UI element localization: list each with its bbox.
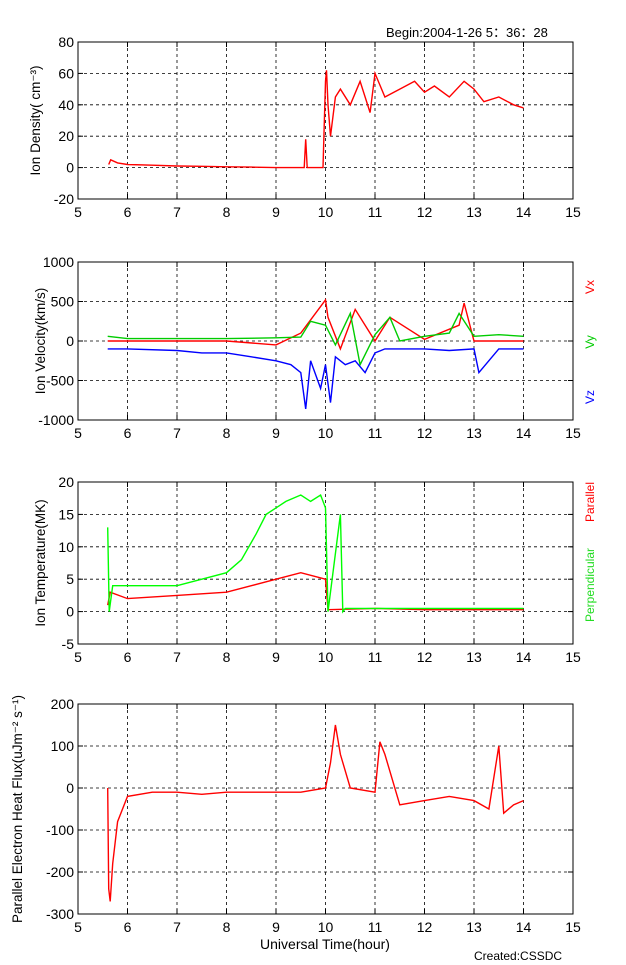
x-tick-label: 9: [272, 919, 280, 935]
x-tick-label: 14: [516, 425, 532, 441]
y-tick-label: -200: [46, 864, 74, 880]
x-tick-label: 10: [318, 919, 334, 935]
legend-vx: Vx: [583, 280, 597, 294]
x-tick-label: 13: [466, 649, 482, 665]
x-tick-label: 9: [272, 649, 280, 665]
y-tick-label: 0: [66, 160, 74, 176]
series-line-vx: [107, 298, 524, 351]
y-tick-label: -5: [62, 636, 75, 652]
panel-4: 5 6 7 8 9 10 11 12 13 14 15 -300 -200 -100 0 100 200 Para…: [10, 695, 581, 935]
x-tick-label: 12: [417, 425, 433, 441]
y-tick-label: 100: [51, 738, 75, 754]
y-axis-label: Ion Density( cm⁻³): [28, 66, 43, 176]
x-tick-label: 8: [223, 425, 231, 441]
x-tick-label: 10: [318, 425, 334, 441]
x-tick-label: 7: [173, 919, 181, 935]
x-tick-label: 15: [565, 649, 581, 665]
x-tick-label: 14: [516, 919, 532, 935]
x-tick-label: 5: [74, 649, 82, 665]
series-line-1: [107, 724, 524, 902]
series-line-perpendicular: [107, 493, 524, 614]
y-tick-label: 20: [58, 474, 74, 490]
y-tick-label: 80: [58, 34, 74, 50]
legend-perpendicular: Perpendicular: [583, 548, 597, 622]
series-line-parallel: [107, 571, 524, 611]
x-tick-label: 13: [466, 919, 482, 935]
x-tick-label: 8: [223, 649, 231, 665]
y-tick-label: 500: [51, 294, 75, 310]
panel-3: 5 6 7 8 9 10 11 12 13 14 15 -5 0 5 10 15 20 Ion Temperatu…: [33, 474, 597, 665]
y-tick-label: 15: [58, 506, 74, 522]
x-tick-label: 12: [417, 649, 433, 665]
x-tick-label: 15: [565, 919, 581, 935]
y-axis-label: Parallel Electron Heat Flux(uJm⁻² s⁻¹): [10, 695, 25, 923]
x-tick-label: 7: [173, 204, 181, 220]
x-tick-label: 6: [124, 425, 132, 441]
x-tick-label: 12: [417, 919, 433, 935]
y-tick-label: 40: [58, 97, 74, 113]
y-axis-label: Ion Temperature(MK): [33, 499, 48, 626]
panel-2: 5 6 7 8 9 10 11 12 13 14 15 -1000 -500 0 500 1000 Ion Ve…: [33, 254, 597, 441]
x-tick-label: 6: [124, 919, 132, 935]
series-line-vz: [107, 348, 524, 409]
x-axis-label: Universal Time(hour): [260, 936, 390, 952]
y-tick-label: 10: [58, 539, 74, 555]
x-tick-label: 10: [318, 204, 334, 220]
legend-parallel: Parallel: [583, 482, 597, 522]
y-axis-label: Ion Velocity(km/s): [33, 288, 48, 395]
x-tick-label: 11: [368, 919, 383, 935]
y-tick-label: -1000: [38, 412, 74, 428]
x-tick-label: 14: [516, 649, 532, 665]
x-tick-label: 13: [466, 204, 482, 220]
x-tick-label: 6: [124, 649, 132, 665]
x-tick-label: 15: [565, 204, 581, 220]
y-tick-label: 0: [66, 333, 74, 349]
y-tick-label: 0: [66, 780, 74, 796]
x-tick-label: 5: [74, 425, 82, 441]
x-tick-label: 5: [74, 919, 82, 935]
y-tick-label: 0: [66, 604, 74, 620]
x-tick-label: 8: [223, 919, 231, 935]
y-tick-label: -500: [46, 373, 74, 389]
x-tick-label: 6: [124, 204, 132, 220]
x-tick-label: 8: [223, 204, 231, 220]
series-line-1: [108, 70, 524, 169]
created-label: Created:CSSDC: [474, 949, 563, 963]
x-tick-label: 7: [173, 649, 181, 665]
y-tick-label: 200: [51, 696, 75, 712]
y-tick-label: 1000: [43, 254, 74, 270]
x-tick-label: 12: [417, 204, 433, 220]
x-tick-label: 9: [272, 425, 280, 441]
y-tick-label: 20: [58, 128, 74, 144]
y-tick-label: 5: [66, 571, 74, 587]
begin-label: Begin:2004-1-26 5：36：28: [386, 25, 548, 40]
panel-1: 5 6 7 8 9 10 11 12 13 14 15 -20 0 20 40 60 80 Ion Density…: [28, 34, 581, 220]
series-line-vy: [107, 311, 524, 367]
x-tick-label: 11: [368, 649, 383, 665]
x-tick-label: 14: [516, 204, 532, 220]
x-tick-label: 7: [173, 425, 181, 441]
legend-vz: Vz: [583, 390, 597, 404]
x-tick-label: 10: [318, 649, 334, 665]
legend-vy: Vy: [583, 335, 597, 349]
y-tick-label: -100: [46, 822, 74, 838]
x-tick-label: 5: [74, 204, 82, 220]
x-tick-label: 11: [368, 425, 383, 441]
y-tick-label: -300: [46, 906, 74, 922]
x-tick-label: 11: [368, 204, 383, 220]
y-tick-label: -20: [54, 191, 74, 207]
x-tick-label: 15: [565, 425, 581, 441]
x-tick-label: 9: [272, 204, 280, 220]
y-tick-label: 60: [58, 65, 74, 81]
x-tick-label: 13: [466, 425, 482, 441]
